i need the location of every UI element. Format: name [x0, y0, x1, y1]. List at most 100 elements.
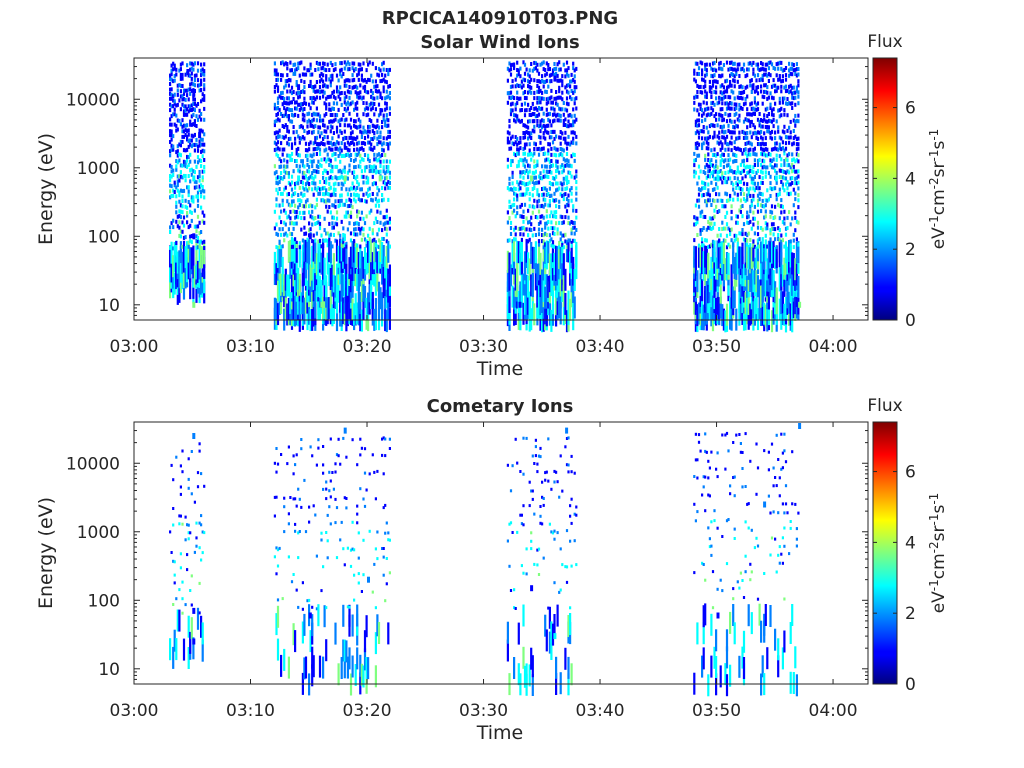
flux-cell	[169, 195, 172, 200]
flux-cell	[387, 180, 390, 185]
flux-cell	[284, 61, 287, 66]
flux-cell	[708, 198, 711, 203]
flux-cell	[567, 73, 570, 78]
flux-cell	[173, 190, 176, 194]
flux-cell	[545, 130, 548, 135]
flux-cell	[520, 79, 523, 84]
flux-cell	[198, 231, 201, 236]
flux-cell	[385, 227, 388, 232]
flux-cell	[182, 112, 186, 117]
flux-cell	[780, 204, 783, 209]
flux-cell	[702, 111, 705, 116]
flux-cell	[511, 134, 514, 139]
flux-cell	[172, 144, 175, 149]
flux-cell	[541, 193, 544, 197]
flux-cell	[295, 504, 298, 508]
flux-cell	[508, 124, 511, 129]
flux-cell	[572, 130, 575, 135]
flux-cell	[511, 79, 514, 84]
flux-cell	[730, 135, 733, 140]
flux-cell	[735, 147, 738, 152]
flux-cell	[784, 226, 788, 231]
flux-cell	[716, 185, 719, 190]
flux-cell	[376, 72, 379, 77]
flux-cell	[508, 204, 511, 209]
flux-cell	[331, 192, 334, 197]
flux-cell	[575, 134, 578, 139]
flux-cell	[769, 214, 772, 219]
flux-cell	[710, 85, 713, 90]
flux-cell	[567, 159, 570, 164]
flux-cell	[747, 152, 750, 157]
flux-cell	[349, 298, 353, 321]
flux-cell	[722, 85, 725, 90]
flux-cell	[514, 214, 517, 219]
flux-cell	[769, 106, 772, 110]
flux-cell	[345, 244, 348, 249]
flux-cell	[531, 264, 534, 287]
flux-cell	[530, 151, 533, 156]
flux-cell	[567, 113, 570, 118]
flux-cell	[287, 202, 290, 207]
flux-cell	[170, 87, 173, 92]
flux-cell	[348, 153, 351, 158]
flux-cell	[696, 90, 699, 94]
flux-cell	[699, 245, 702, 268]
flux-cell	[283, 169, 286, 174]
flux-cell	[513, 118, 516, 123]
flux-cell	[520, 108, 523, 112]
flux-cell	[370, 119, 373, 124]
flux-cell	[331, 119, 334, 124]
flux-cell	[511, 141, 514, 146]
flux-cell	[365, 297, 368, 320]
flux-cell	[528, 309, 531, 332]
flux-cell	[531, 246, 534, 269]
flux-cell	[175, 638, 178, 661]
flux-cell	[362, 78, 365, 83]
flux-cell	[509, 72, 513, 77]
flux-cell	[276, 77, 280, 82]
flux-cell	[693, 245, 696, 268]
flux-cell	[373, 152, 376, 157]
flux-cell	[178, 209, 181, 214]
flux-cell	[766, 298, 769, 321]
flux-cell	[192, 112, 195, 117]
flux-cell	[309, 153, 312, 158]
flux-cell	[335, 129, 339, 134]
flux-cell	[761, 181, 764, 185]
flux-cell	[281, 114, 284, 118]
flux-cell	[753, 96, 756, 101]
flux-cell	[175, 167, 178, 172]
flux-cell	[509, 102, 513, 107]
flux-cell	[309, 72, 312, 77]
flux-cell	[357, 124, 360, 129]
flux-cell	[176, 127, 179, 132]
flux-cell	[788, 240, 791, 262]
flux-cell	[724, 136, 727, 141]
flux-cell	[741, 66, 744, 71]
flux-cell	[539, 204, 542, 209]
flux-cell	[708, 112, 711, 117]
flux-cell	[769, 240, 772, 263]
flux-cell	[179, 76, 182, 81]
flux-cell	[294, 241, 297, 264]
flux-cell	[290, 193, 294, 198]
flux-cell	[275, 113, 278, 117]
flux-cell	[508, 302, 511, 325]
flux-cell	[186, 134, 189, 139]
flux-cell	[292, 497, 295, 501]
flux-cell	[278, 227, 281, 232]
flux-cell	[724, 170, 727, 175]
flux-cell	[544, 302, 547, 325]
flux-cell	[280, 164, 283, 169]
flux-cell	[547, 220, 550, 224]
flux-cell	[367, 134, 370, 139]
flux-cell	[334, 221, 337, 226]
flux-cell	[314, 238, 317, 243]
flux-cell	[312, 216, 315, 221]
flux-cell	[506, 140, 509, 145]
flux-cell	[349, 131, 353, 136]
flux-cell	[308, 118, 311, 123]
flux-cell	[694, 145, 697, 150]
flux-cell	[203, 132, 206, 137]
